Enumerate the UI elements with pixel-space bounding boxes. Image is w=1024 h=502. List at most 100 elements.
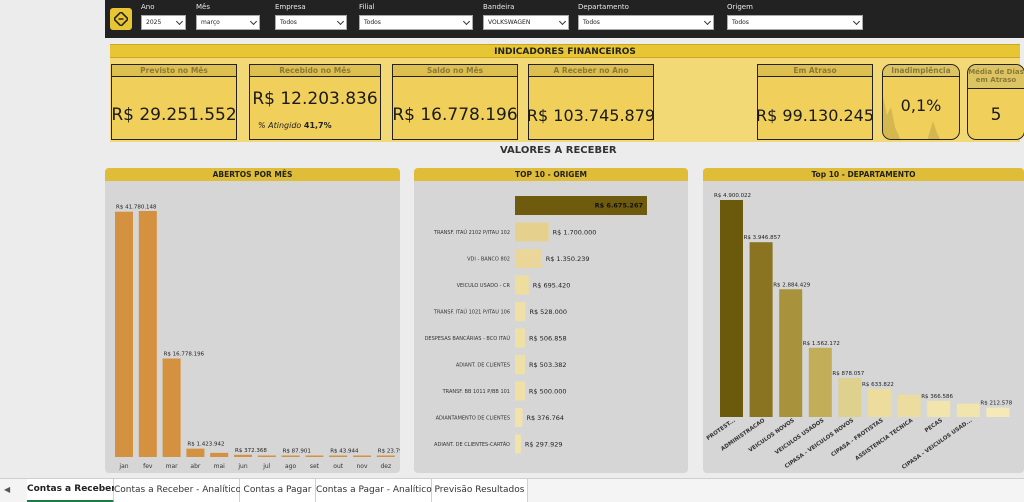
bar	[515, 328, 526, 348]
filter-value: Todos	[364, 19, 381, 26]
indicators-panel: Previsto no Mês R$ 29.251.552 Recebido n…	[110, 58, 1024, 142]
chart-title: Top 10 - DEPARTAMENTO	[703, 168, 1024, 181]
card-title: Previsto no Mês	[112, 65, 236, 77]
bar	[515, 302, 526, 321]
tick-label: VDI - BANCO 802	[467, 257, 510, 263]
bar	[281, 455, 300, 457]
filter-mes-select[interactable]: março	[196, 15, 260, 30]
data-label: R$ 1.562.172	[803, 341, 840, 347]
tick-label: VEICULOS USADOS	[774, 418, 825, 456]
card-value: R$ 99.130.245	[756, 105, 874, 125]
tick-label: fev	[143, 463, 153, 470]
data-label: R$ 1.423.942	[187, 442, 224, 448]
filter-value: Todos	[732, 19, 749, 26]
data-label: R$ 2.884.429	[773, 282, 811, 288]
bar	[138, 211, 157, 457]
filter-empresa: Empresa Todos	[275, 3, 347, 30]
bar	[515, 275, 529, 295]
data-label: R$ 4.900.022	[714, 193, 751, 199]
filter-mes: Mês março	[196, 3, 260, 30]
bar	[329, 455, 348, 457]
card-a-receber-ano: A Receber no Ano R$ 103.745.879	[527, 64, 655, 140]
filter-value: Todos	[280, 19, 297, 26]
tick-label: TRANSF. BB 1011 P/BB 101	[442, 389, 510, 395]
filter-value: março	[201, 19, 220, 26]
tick-label: TRANSF. ITAÚ 1021 P/ITAU 106	[433, 309, 510, 316]
tick-label: ADIANT. DE CLIENTES	[456, 363, 510, 369]
sub-label: % Atingido	[258, 121, 302, 130]
chart-abertos-por-mes: ABERTOS POR MÊS R$ 41.780.148 jan fev R$ 16…	[105, 168, 400, 473]
chart-title: ABERTOS POR MÊS	[105, 168, 400, 181]
data-label: R$ 1.350.239	[546, 255, 590, 263]
tick-label: set	[310, 463, 320, 470]
filter-bandeira-select[interactable]: VOLKSWAGEN	[483, 15, 569, 30]
bar	[838, 378, 862, 417]
bar	[515, 408, 523, 427]
tab-contas-a-receber-analitico[interactable]: Contas a Receber - Analítico	[114, 479, 241, 502]
filter-departamento-select[interactable]: Todos	[578, 15, 714, 30]
data-label: R$ 297.929	[525, 441, 563, 449]
card-title: A Receber no Ano	[529, 65, 653, 77]
filter-filial: Filial Todos	[359, 3, 473, 30]
bar	[515, 434, 521, 454]
card-title: Em Atraso	[758, 65, 872, 77]
tab-scroll-arrows-icon[interactable]: ◀ ▶	[4, 485, 39, 494]
chevron-down-icon	[249, 17, 258, 26]
filter-label: Departamento	[578, 3, 629, 11]
card-value: 5	[990, 105, 1002, 125]
bar	[234, 454, 252, 457]
tick-label: ago	[285, 463, 296, 470]
card-previsto: Previsto no Mês R$ 29.251.552	[111, 64, 237, 140]
chart-svg: R$ 6.675.267 R$ 1.700.000 TRANSF. ITAÚ 210…	[425, 196, 647, 454]
bar	[956, 403, 980, 417]
card-media-dias: Média de Dias em Atraso 5	[967, 64, 1024, 140]
filter-ano-select[interactable]: 2025	[141, 15, 186, 30]
filter-label: Ano	[141, 3, 155, 11]
filter-ano: Ano 2025	[141, 3, 186, 30]
data-label: R$ 87.901	[283, 449, 311, 455]
tab-contas-a-pagar[interactable]: Contas a Pagar	[240, 479, 316, 502]
data-label: R$ 1.700.000	[553, 229, 597, 237]
bar	[515, 196, 647, 215]
tick-label: ADIANTAMENTO DE CLIENTES	[436, 416, 510, 422]
data-label: R$ 878.057	[832, 371, 864, 377]
card-value: R$ 12.203.836	[252, 89, 378, 109]
data-label: R$ 3.946.857	[744, 235, 782, 241]
bar	[305, 455, 324, 457]
tick-label: PECAS	[924, 418, 944, 434]
filter-origem-select[interactable]: Todos	[727, 15, 863, 30]
filter-label: Origem	[727, 3, 753, 11]
filter-origem: Origem Todos	[727, 3, 863, 30]
bar	[720, 200, 743, 417]
tick-label: dez	[380, 463, 391, 470]
bar	[515, 222, 549, 242]
card-recebido: Recebido no Mês R$ 12.203.836 % Atingido…	[249, 64, 381, 140]
filter-bandeira: Bandeira VOLKSWAGEN	[483, 3, 569, 30]
data-label: R$ 43.944	[330, 449, 359, 455]
tab-bar: ◀ ▶ Contas a Receber Contas a Receber - …	[0, 478, 1024, 502]
data-label: R$ 6.675.267	[595, 202, 643, 210]
bar	[186, 448, 205, 457]
tick-label: abr	[190, 463, 200, 470]
bar	[257, 455, 276, 457]
indicators-header: INDICADORES FINANCEIROS	[110, 44, 1020, 58]
tab-contas-a-pagar-analitico[interactable]: Contas a Pagar - Analítico	[316, 479, 432, 502]
tab-contas-a-receber[interactable]: Contas a Receber	[27, 479, 116, 502]
bar	[515, 249, 542, 268]
bar	[162, 358, 181, 457]
filter-filial-select[interactable]: Todos	[359, 15, 473, 30]
card-title: Média de Dias em Atraso	[968, 65, 1024, 89]
sub-value: 41,7%	[303, 121, 332, 130]
tab-previsao-resultados[interactable]: Previsão Resultados	[432, 479, 528, 502]
tick-label: jul	[262, 463, 270, 470]
card-title: Inadimplência	[883, 65, 959, 77]
data-label: R$ 695.420	[533, 282, 571, 290]
data-label: R$ 212.578	[980, 401, 1012, 407]
filter-empresa-select[interactable]: Todos	[275, 15, 347, 30]
card-value: R$ 16.778.196	[392, 105, 518, 125]
chevron-down-icon	[336, 17, 345, 26]
bar	[515, 381, 525, 401]
card-subtitle: % Atingido 41,7%	[258, 121, 332, 130]
data-label: R$ 41.780.148	[116, 205, 157, 211]
